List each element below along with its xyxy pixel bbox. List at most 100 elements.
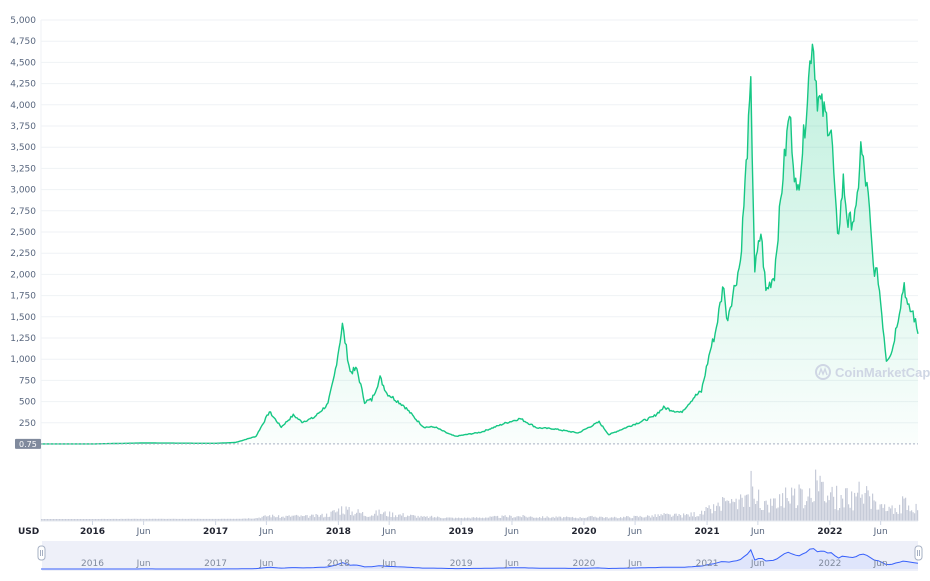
- volume-bar: [812, 502, 814, 521]
- volume-bar: [722, 497, 724, 521]
- volume-bar: [534, 517, 536, 521]
- volume-bar: [599, 516, 601, 521]
- x-tick-label: Jun: [627, 527, 642, 537]
- volume-bar: [396, 517, 398, 521]
- volume-bar: [339, 514, 341, 521]
- volume-bar: [279, 518, 281, 521]
- volume-bar: [804, 505, 806, 521]
- volume-bar: [57, 519, 59, 521]
- volume-bar: [156, 518, 158, 521]
- volume-bar: [102, 518, 104, 521]
- y-tick-label: 1,750: [10, 292, 36, 302]
- volume-bar: [504, 515, 506, 521]
- navigator-left-handle[interactable]: [37, 545, 46, 561]
- volume-bar: [243, 518, 245, 521]
- volume-bar: [707, 508, 709, 521]
- volume-bar: [741, 497, 743, 521]
- volume-bar: [576, 518, 578, 521]
- volume-bar: [420, 515, 422, 521]
- volume-bar: [852, 510, 854, 521]
- volume-bar: [383, 512, 385, 521]
- coinmarketcap-watermark: CoinMarketCap: [815, 364, 930, 380]
- navigator-right-handle[interactable]: [914, 545, 923, 561]
- x-tick-label: Jun: [136, 527, 151, 537]
- volume-bar: [180, 518, 182, 521]
- volume-bar: [860, 497, 862, 521]
- volume-bar: [234, 518, 236, 521]
- volume-bar: [510, 515, 512, 521]
- volume-bar: [575, 517, 577, 521]
- volume-bar: [705, 507, 707, 521]
- volume-bar: [54, 519, 56, 521]
- volume-bar: [404, 517, 406, 521]
- current-price-label: 0.75: [19, 440, 37, 449]
- volume-bar: [800, 488, 802, 521]
- volume-bar: [105, 519, 107, 521]
- volume-bar: [377, 515, 379, 521]
- volume-bar: [488, 517, 490, 521]
- volume-bar: [386, 516, 388, 521]
- volume-bar: [614, 516, 616, 521]
- volume-bar: [297, 515, 299, 521]
- volume-bar: [366, 516, 368, 521]
- volume-bar: [128, 518, 130, 521]
- volume-bar: [540, 518, 542, 521]
- volume-bar: [684, 515, 686, 521]
- volume-bar: [749, 506, 751, 521]
- volume-bar: [375, 510, 377, 521]
- volume-bar: [650, 517, 652, 521]
- x-tick-label: 2016: [80, 527, 105, 537]
- volume-bar: [150, 518, 152, 521]
- volume-bar: [890, 508, 892, 521]
- volume-bar: [290, 516, 292, 521]
- volume-bar: [84, 519, 86, 521]
- volume-bar: [554, 517, 556, 521]
- volume-bar: [117, 519, 119, 521]
- volume-bar: [600, 516, 602, 521]
- volume-bar: [359, 512, 361, 521]
- range-navigator[interactable]: 2016 Jun 2017 Jun 2018 Jun 2019 Jun 2020 Jun 2021 J…: [37, 541, 923, 571]
- volume-bar: [66, 519, 68, 521]
- volume-bar: [635, 516, 637, 521]
- x-tick-label: 2019: [449, 527, 474, 537]
- volume-bar: [512, 517, 514, 521]
- volume-bar: [416, 517, 418, 521]
- volume-bar: [660, 514, 662, 521]
- volume-bar: [567, 517, 569, 521]
- volume-bar: [422, 516, 424, 521]
- volume-bar: [675, 513, 677, 521]
- volume-bar: [363, 515, 365, 521]
- volume-bar: [269, 515, 271, 521]
- volume-bar: [311, 514, 313, 521]
- volume-bar: [605, 517, 607, 521]
- volume-bar: [59, 519, 61, 521]
- volume-bar: [278, 515, 280, 521]
- volume-bar: [501, 515, 503, 521]
- volume-bar: [657, 514, 659, 521]
- volume-bar: [776, 508, 778, 521]
- volume-bar: [894, 508, 896, 521]
- volume-bar: [497, 515, 499, 521]
- volume-bar: [537, 517, 539, 521]
- volume-bar: [242, 518, 244, 521]
- volume-bar: [303, 516, 305, 521]
- volume-bar: [206, 518, 208, 521]
- volume-bar: [260, 518, 262, 521]
- y-tick-label: 3,500: [10, 143, 36, 153]
- volume-bar: [471, 517, 473, 521]
- volume-bar: [362, 512, 364, 521]
- volume-bar: [207, 518, 209, 521]
- volume-bar: [795, 508, 797, 521]
- volume-bar: [476, 517, 478, 521]
- volume-bar: [87, 519, 89, 521]
- volume-bar: [296, 514, 298, 521]
- volume-bar: [606, 517, 608, 521]
- volume-bar: [423, 516, 425, 521]
- volume-bar: [270, 517, 272, 521]
- volume-bar: [159, 518, 161, 521]
- volume-bar: [146, 518, 148, 521]
- volume-bar: [612, 517, 614, 521]
- volume-bar: [536, 517, 538, 521]
- volume-bar: [365, 516, 367, 521]
- volume-bar: [263, 515, 265, 521]
